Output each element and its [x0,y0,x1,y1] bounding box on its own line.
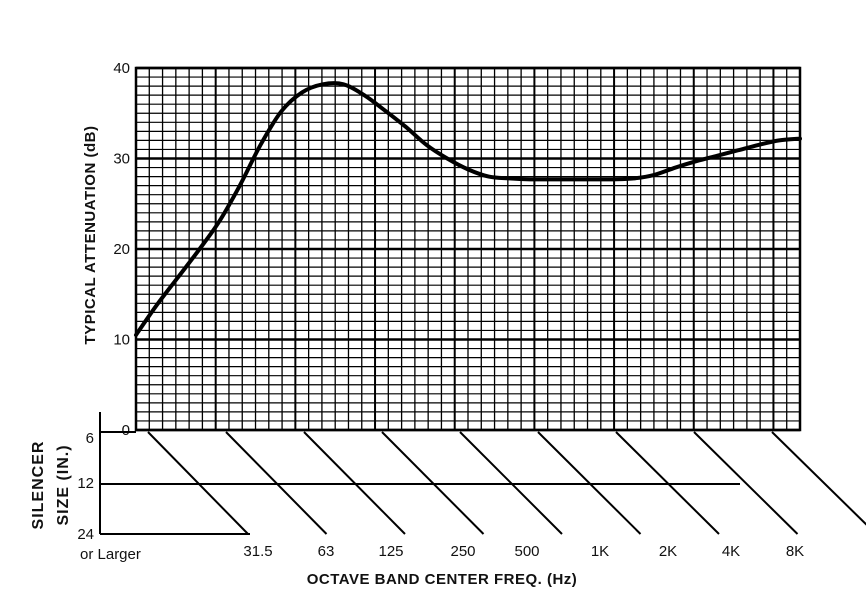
silencer-diagonal [771,431,866,526]
x-tick-label: 125 [378,543,403,560]
silencer-size-title-line2: SIZE (IN.) [55,444,72,525]
silencer-tick-6: 6 [86,430,94,447]
silencer-size-grid [99,412,866,535]
silencer-diagonal [459,431,563,535]
y-tick-label: 40 [113,60,130,77]
silencer-diagonal [225,431,328,535]
silencer-diagonal [693,431,799,535]
y-tick-label: 20 [113,241,130,258]
x-tick-label: 500 [514,543,539,560]
silencer-diagonal [537,431,642,535]
silencer-diagonal [303,431,406,535]
x-tick-label: 8K [786,543,804,560]
silencer-diagonal [381,431,485,535]
silencer-diagonal [147,431,249,535]
x-tick-label: 2K [659,543,677,560]
y-tick-label: 30 [113,151,130,168]
attenuation-curve [134,81,802,337]
chart-grid [134,66,802,432]
plot-frame [134,66,802,432]
y-tick-label: 10 [113,332,130,349]
y-tick-label: 0 [122,422,130,439]
silencer-tick-12: 12 [77,475,94,492]
x-tick-label: 4K [722,543,740,560]
silencer-diagonal [615,431,720,535]
x-tick-label: 63 [318,543,335,560]
y-axis-title: TYPICAL ATTENUATION (dB) [82,126,99,345]
x-tick-label: 250 [450,543,475,560]
x-tick-label: 1K [591,543,609,560]
x-axis-ticks: 31.5 63 125 250 500 1K 2K 4K 8K [243,543,804,560]
x-axis-title: OCTAVE BAND CENTER FREQ. (Hz) [307,571,578,588]
silencer-bottom-label: or Larger [80,546,141,563]
y-axis-ticks: 0 10 20 30 40 [113,60,130,439]
silencer-size-title-line1: SILENCER [30,441,47,530]
x-tick-label: 31.5 [243,543,272,560]
silencer-tick-24: 24 [77,526,94,543]
